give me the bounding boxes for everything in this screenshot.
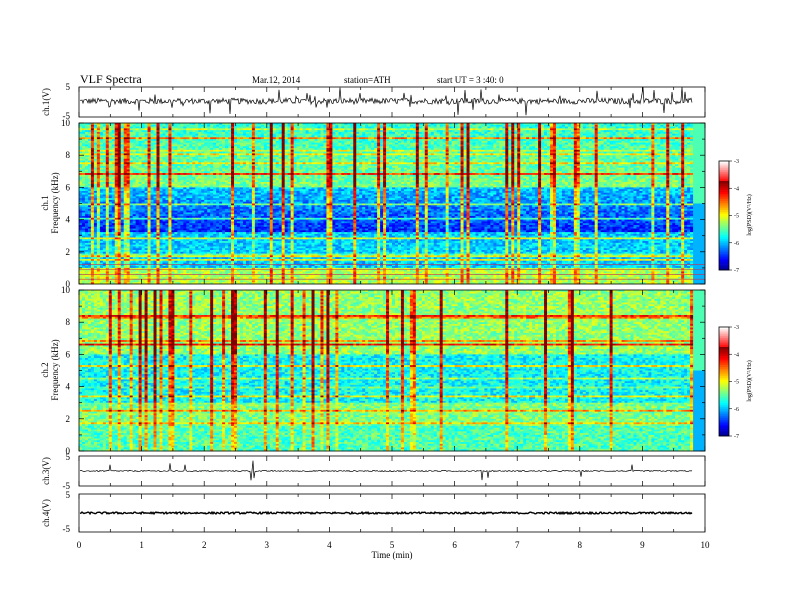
header-date: Mar.12, 2014 xyxy=(252,75,301,85)
vlf-figure: VLF Spectra Mar.12, 2014 station=ATH sta… xyxy=(0,0,792,612)
figure-title: VLF Spectra xyxy=(80,72,142,86)
header-start-time: start UT = 3 :40: 0 xyxy=(437,75,504,85)
ch1-ytick-top: 5 xyxy=(66,82,71,92)
ch1-spectrogram-heatmap xyxy=(79,123,705,284)
header-station: station=ATH xyxy=(344,75,391,85)
ch1-waveform-ylabel: ch.1(V) xyxy=(41,88,51,116)
ch1-waveform-line xyxy=(80,87,692,115)
ch1-waveform-panel: 5 -5 ch.1(V) xyxy=(41,82,705,121)
